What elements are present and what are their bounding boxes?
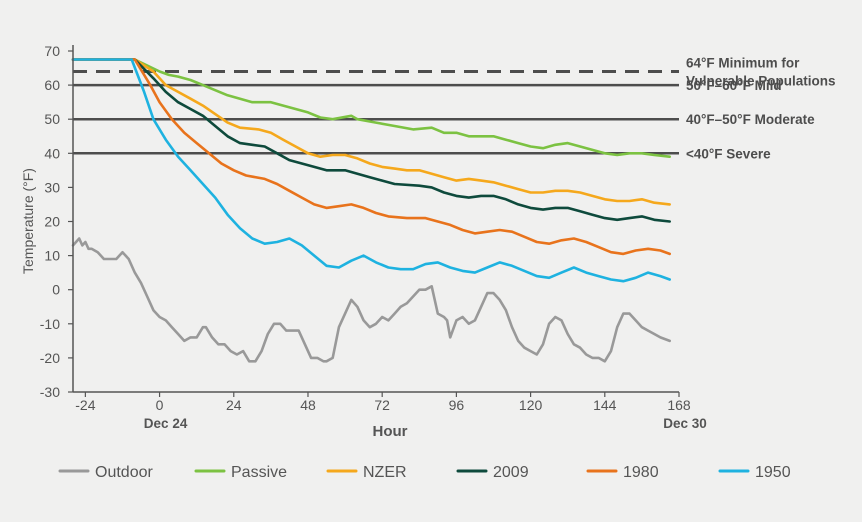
- reference-label: Vulnerable Populations: [686, 73, 836, 88]
- reference-label: 64°F Minimum for: [686, 55, 800, 70]
- y-tick-labels: -30 -20 -10 0 10 20 30 40 50 60 70: [40, 43, 60, 400]
- series-line-1980: [71, 58, 671, 256]
- x-tick-label: 168: [667, 397, 691, 413]
- legend-label: 2009: [493, 464, 529, 481]
- series-line-2009: [71, 58, 671, 223]
- series-line-1950: [71, 58, 671, 283]
- legend-label: Outdoor: [95, 464, 153, 481]
- date-label: Dec 24: [144, 416, 188, 431]
- x-axis-title: Hour: [373, 423, 408, 440]
- reference-lines: [73, 69, 679, 155]
- y-tick-label: 70: [44, 43, 60, 59]
- x-tick-label: 96: [449, 397, 465, 413]
- legend-label: NZER: [363, 464, 407, 481]
- series-line-nzer: [71, 58, 671, 206]
- legend-label: 1980: [623, 464, 659, 481]
- date-label: Dec 30: [663, 416, 707, 431]
- y-tick-label: 10: [44, 248, 60, 264]
- reference-labels: 64°F Minimum for Vulnerable Populations50…: [686, 55, 836, 161]
- axes: [68, 45, 680, 397]
- y-tick-label: 30: [44, 179, 60, 195]
- x-tick-label: 120: [519, 397, 543, 413]
- y-tick-label: -20: [40, 350, 60, 366]
- x-tick-label: 48: [300, 397, 316, 413]
- y-tick-label: 40: [44, 145, 60, 161]
- series-lines: [71, 58, 671, 363]
- x-tick-label: 24: [226, 397, 242, 413]
- y-tick-label: 60: [44, 77, 60, 93]
- y-tick-label: 0: [52, 282, 60, 298]
- reference-label: <40°F Severe: [686, 146, 771, 161]
- x-tick-label: 72: [374, 397, 390, 413]
- y-axis-title: Temperature (°F): [20, 168, 36, 274]
- series-line-passive: [71, 58, 671, 158]
- y-tick-label: -30: [40, 384, 60, 400]
- reference-label: 40°F–50°F Moderate: [686, 112, 815, 127]
- reference-label: 50°F–60°F Mild: [686, 78, 782, 93]
- y-tick-label: 20: [44, 214, 60, 230]
- legend: Outdoor Passive NZER 2009 1980 1950: [58, 464, 791, 481]
- y-tick-label: 50: [44, 111, 60, 127]
- y-tick-label: -10: [40, 316, 60, 332]
- date-labels: Dec 24 Dec 30: [144, 416, 707, 431]
- legend-label: Passive: [231, 464, 287, 481]
- x-tick-labels: -24 0 24 48 72 96 120 144 168: [75, 397, 691, 413]
- x-tick-label: -24: [75, 397, 95, 413]
- series-line-outdoor: [71, 237, 671, 363]
- legend-label: 1950: [755, 464, 791, 481]
- x-tick-label: 0: [156, 397, 164, 413]
- x-tick-label: 144: [593, 397, 617, 413]
